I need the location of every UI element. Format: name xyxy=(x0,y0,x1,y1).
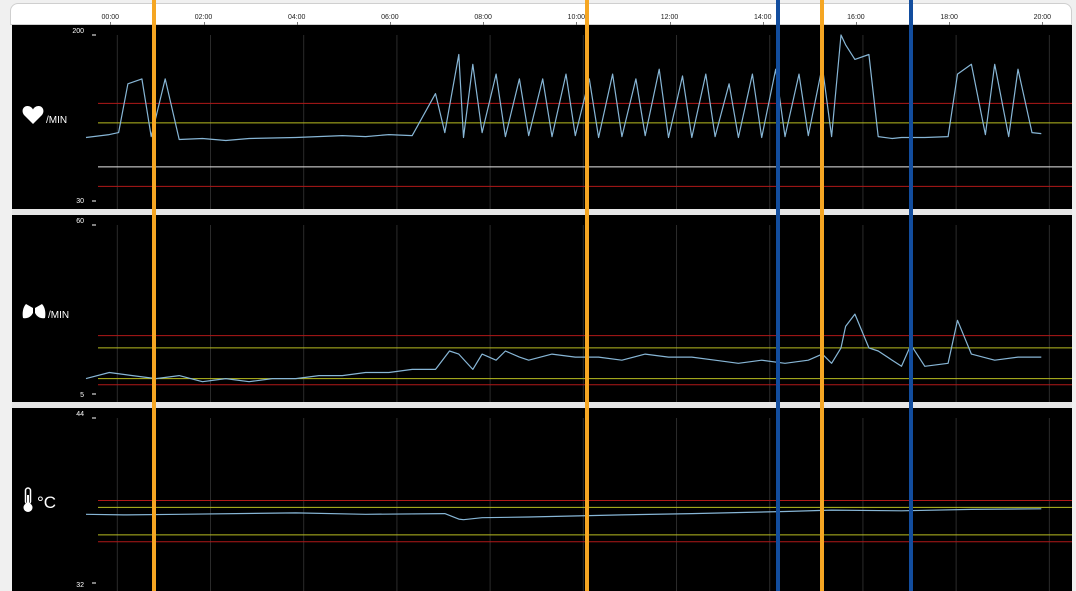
time-tick-label: 10:00 xyxy=(567,14,586,21)
respiration-chart xyxy=(85,224,1072,402)
time-tick-label: 04:00 xyxy=(287,14,306,21)
heart-icon xyxy=(22,106,44,124)
time-tick-mark xyxy=(1042,22,1044,26)
heart-rate-panel xyxy=(12,25,1072,209)
temp-unit-label: °C xyxy=(37,493,57,512)
time-tick-mark xyxy=(389,22,391,26)
event-marker-blue[interactable] xyxy=(776,0,781,591)
event-marker-blue[interactable] xyxy=(908,0,913,591)
time-tick-mark xyxy=(669,22,671,26)
panel-separator xyxy=(12,402,1072,408)
heart-unit: /MIN xyxy=(22,105,68,126)
resp-unit: /MIN xyxy=(22,300,70,321)
heart-ymin-label: 30 xyxy=(76,198,84,205)
time-tick-mark xyxy=(855,22,857,26)
time-tick-label: 14:00 xyxy=(753,14,772,21)
time-tick-mark xyxy=(483,22,485,26)
temperature-chart xyxy=(85,417,1072,591)
time-tick-label: 02:00 xyxy=(194,14,213,21)
time-tick-label: 16:00 xyxy=(847,14,865,21)
time-tick-mark xyxy=(203,22,205,26)
thermometer-icon xyxy=(23,487,33,512)
time-tick-label: 18:00 xyxy=(940,14,958,21)
temp-ymax-label: 44 xyxy=(76,411,84,418)
time-tick-mark xyxy=(576,22,578,26)
resp-ymax-label: 60 xyxy=(76,218,84,225)
resp-unit-label: /MIN xyxy=(48,310,70,321)
lungs-icon xyxy=(22,302,46,319)
time-tick-label: 12:00 xyxy=(660,14,679,21)
heart-ymax-label: 200 xyxy=(72,28,84,35)
time-tick-label: 20:00 xyxy=(1033,14,1052,21)
heart-rate-chart xyxy=(85,34,1072,209)
time-tick-label: 06:00 xyxy=(381,14,399,21)
temp-ymin-label: 32 xyxy=(76,582,84,589)
series-line xyxy=(85,34,1042,142)
event-marker-orange[interactable] xyxy=(151,0,156,591)
event-marker-orange[interactable] xyxy=(584,0,589,591)
panel-separator xyxy=(12,209,1072,215)
resp-ymin-label: 5 xyxy=(80,392,84,399)
time-tick-mark xyxy=(296,22,298,26)
time-tick-label: 00:00 xyxy=(101,14,120,21)
time-tick-mark xyxy=(762,22,764,26)
series-line xyxy=(85,508,1042,521)
temp-unit: °C xyxy=(22,487,56,513)
time-tick-mark xyxy=(110,22,112,26)
time-tick-label: 08:00 xyxy=(474,14,492,21)
heart-unit-label: /MIN xyxy=(46,115,68,126)
temperature-panel xyxy=(12,408,1072,591)
series-line xyxy=(85,313,1042,383)
time-tick-mark xyxy=(949,22,951,26)
respiration-panel xyxy=(12,215,1072,402)
event-marker-orange[interactable] xyxy=(820,0,825,591)
time-axis[interactable]: 00:00 02:00 04:00 06:00 08:00 10:00 12:00 14:00… xyxy=(10,3,1072,26)
